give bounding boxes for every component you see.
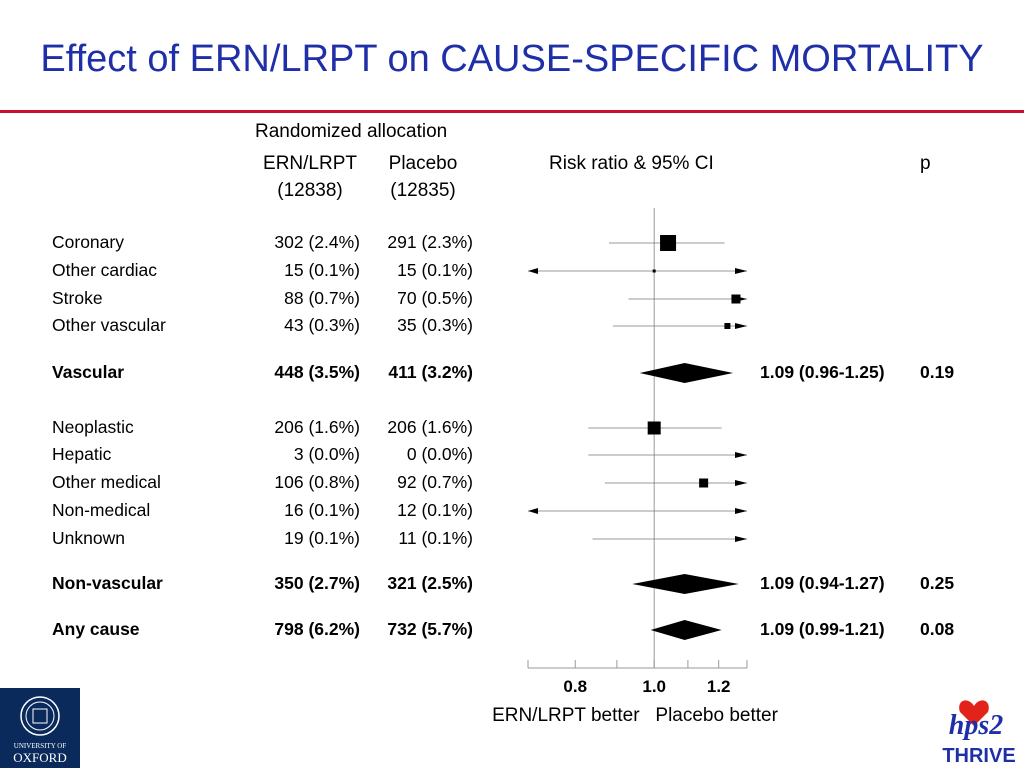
header-placebo-n: (12835)	[390, 180, 456, 201]
row-ci-text: 1.09 (0.94-1.27)	[760, 573, 885, 593]
header-ern: ERN/LRPT	[263, 153, 357, 174]
summary-diamond	[632, 574, 739, 594]
row-placebo-count: 0 (0.0%)	[406, 444, 473, 464]
row-label: Non-vascular	[52, 573, 163, 593]
row-placebo-count: 11 (0.1%)	[398, 528, 473, 548]
x-tick-label: 1.2	[707, 677, 731, 696]
row-placebo-count: 411 (3.2%)	[388, 362, 473, 382]
row-label: Other medical	[52, 472, 161, 492]
oxford-crest-icon: UNIVERSITY OF OXFORD	[13, 696, 67, 765]
row-p-value: 0.08	[920, 619, 955, 639]
thrive-heart-icon: hps2 THRIVE	[942, 700, 1016, 767]
x-label-right: Placebo better	[655, 705, 778, 726]
point-estimate-box	[660, 235, 677, 251]
row-ci-text: 1.09 (0.99-1.21)	[760, 619, 885, 639]
row-label: Other vascular	[52, 315, 166, 335]
row-placebo-count: 206 (1.6%)	[387, 417, 473, 437]
row-label: Other cardiac	[52, 260, 158, 280]
thrive-text: THRIVE	[942, 745, 1015, 767]
row-placebo-count: 92 (0.7%)	[397, 472, 473, 492]
row-ern-count: 106 (0.8%)	[274, 472, 360, 492]
row-ern-count: 43 (0.3%)	[284, 315, 360, 335]
row-label: Neoplastic	[52, 417, 134, 437]
row-ern-count: 15 (0.1%)	[284, 260, 360, 280]
row-label: Any cause	[52, 619, 140, 639]
row-ern-count: 350 (2.7%)	[274, 573, 360, 593]
row-placebo-count: 70 (0.5%)	[397, 288, 473, 308]
ci-arrow-right	[735, 480, 747, 486]
ci-arrow-left	[528, 508, 538, 514]
forest-plot: 0.8 1.0 1.2	[527, 208, 748, 696]
x-tick-label: 0.8	[563, 677, 587, 696]
ci-arrow-left	[528, 268, 538, 274]
row-ern-count: 3 (0.0%)	[293, 444, 360, 464]
thrive-mark: hps2	[949, 710, 1003, 741]
row-label: Coronary	[52, 232, 124, 252]
x-axis-labels: ERN/LRPT better Placebo better	[400, 705, 870, 727]
ci-arrow-right	[735, 268, 747, 274]
row-placebo-count: 12 (0.1%)	[397, 500, 473, 520]
row-p-value: 0.19	[920, 362, 955, 382]
ci-arrow-right	[735, 452, 747, 458]
header-p: p	[920, 153, 931, 174]
row-placebo-count: 15 (0.1%)	[397, 260, 473, 280]
row-ern-count: 448 (3.5%)	[274, 362, 360, 382]
x-tick-label: 1.0	[642, 677, 666, 696]
ci-arrow-right	[735, 536, 747, 542]
row-label: Hepatic	[52, 444, 112, 464]
ci-arrow-right	[735, 508, 747, 514]
point-estimate-box	[724, 323, 731, 329]
row-ern-count: 302 (2.4%)	[274, 232, 360, 252]
row-label: Unknown	[52, 528, 125, 548]
point-estimate-box	[731, 294, 741, 304]
summary-diamond	[639, 363, 734, 383]
point-estimate-box	[699, 478, 709, 488]
row-label: Non-medical	[52, 500, 151, 520]
row-ern-count: 88 (0.7%)	[284, 288, 360, 308]
row-placebo-count: 35 (0.3%)	[397, 315, 473, 335]
title-divider	[0, 110, 1024, 113]
thrive-logo: hps2 THRIVE	[934, 688, 1024, 768]
row-p-value: 0.25	[920, 573, 955, 593]
header-risk-ratio: Risk ratio & 95% CI	[549, 153, 714, 174]
ci-arrow-right	[735, 323, 747, 329]
header-ern-n: (12838)	[277, 180, 343, 201]
header-placebo: Placebo	[388, 153, 458, 174]
point-estimate-box	[647, 421, 661, 435]
row-placebo-count: 291 (2.3%)	[387, 232, 473, 252]
row-ern-count: 16 (0.1%)	[284, 500, 360, 520]
header-randomized: Randomized allocation	[255, 121, 448, 142]
row-placebo-count: 732 (5.7%)	[387, 619, 473, 639]
x-label-left: ERN/LRPT better	[492, 705, 640, 726]
slide-title: Effect of ERN/LRPT on CAUSE-SPECIFIC MOR…	[40, 38, 984, 80]
summary-diamond	[650, 620, 722, 640]
oxford-logo: UNIVERSITY OF OXFORD	[0, 688, 80, 768]
row-ern-count: 19 (0.1%)	[284, 528, 360, 548]
row-ern-count: 206 (1.6%)	[274, 417, 360, 437]
oxford-line2: OXFORD	[13, 750, 66, 765]
row-ci-text: 1.09 (0.96-1.25)	[760, 362, 885, 382]
row-label: Vascular	[52, 362, 124, 382]
oxford-line1: UNIVERSITY OF	[14, 742, 67, 750]
point-estimate-box	[652, 269, 656, 273]
row-label: Stroke	[52, 288, 103, 308]
row-placebo-count: 321 (2.5%)	[387, 573, 473, 593]
row-ern-count: 798 (6.2%)	[274, 619, 360, 639]
